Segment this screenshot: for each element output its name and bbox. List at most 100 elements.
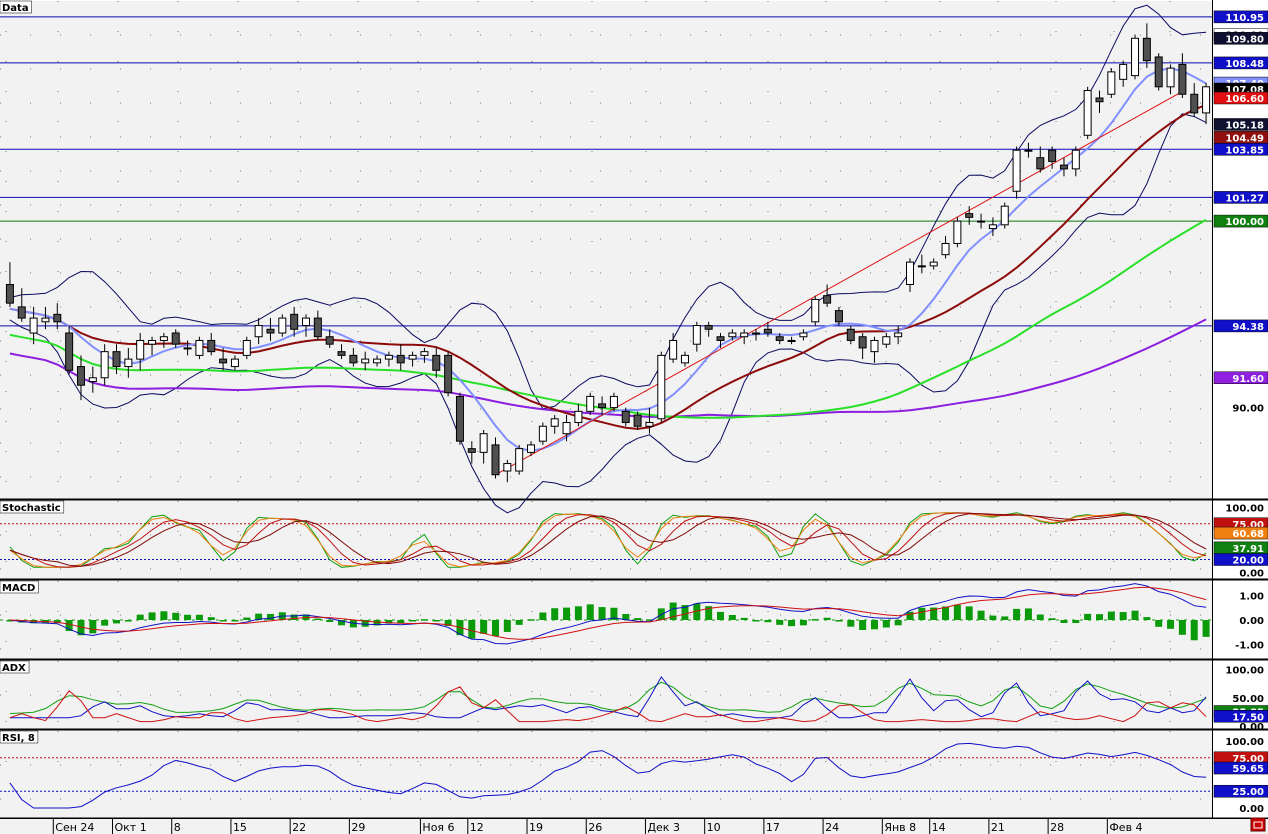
macd-histogram-bar <box>266 613 274 620</box>
candle-body <box>1012 149 1021 192</box>
macd-panel-title-box <box>0 580 39 594</box>
candle-body <box>669 339 678 360</box>
rsi-y-tick-label: 100.00 <box>1225 737 1264 748</box>
candle-body <box>633 414 642 427</box>
macd-histogram-bar <box>728 615 736 620</box>
rsi-value-tag <box>1213 784 1268 798</box>
candle-body <box>858 336 867 349</box>
value-tags[interactable]: 110.95110.00109.80108.48107.40107.08106.… <box>1213 10 1268 798</box>
x-axis-label: 8 <box>174 821 181 834</box>
macd-histogram-bar <box>30 620 38 624</box>
candle-body <box>183 347 192 350</box>
candle-body <box>740 332 749 338</box>
candle-body <box>1178 63 1187 95</box>
candle-body <box>41 317 50 323</box>
candle-body <box>574 410 583 424</box>
candle-body <box>420 351 429 356</box>
macd-histogram-bar <box>1095 614 1103 620</box>
adx-panel <box>0 661 1212 729</box>
candle-body <box>1131 37 1140 77</box>
candle-body <box>752 332 761 335</box>
candle-body <box>598 403 607 409</box>
macd-histogram-bar <box>6 620 14 622</box>
x-axis-label: 21 <box>991 821 1005 834</box>
macd-histogram-bar <box>788 620 796 627</box>
candle-body <box>266 328 275 334</box>
price-value-tag-label: 107.08 <box>1225 85 1264 96</box>
candle-body <box>503 463 512 472</box>
rsi-value-tag-label: 75.00 <box>1232 754 1264 765</box>
candle-body <box>692 325 701 345</box>
macd-histogram-bar <box>527 619 535 621</box>
candle-body <box>1000 205 1009 226</box>
macd-histogram-bar <box>811 619 819 621</box>
macd-histogram-bar <box>1084 613 1092 620</box>
candle-body <box>1083 90 1092 136</box>
stochastic-value-tag-label: 20.00 <box>1232 556 1264 567</box>
price-value-tag-label: 101.27 <box>1225 193 1264 204</box>
candle-body <box>290 313 299 330</box>
candle-body <box>396 354 405 364</box>
price-value-tag-label: 109.80 <box>1225 34 1264 45</box>
adx-green-line <box>9 681 1207 714</box>
panel-titles: Data Stochastic MACD ADX RSI, 8 <box>0 0 65 744</box>
x-axis-label: Окт 1 <box>115 821 147 834</box>
candle-body <box>491 444 500 476</box>
macd-histogram-bar <box>764 620 772 623</box>
candle-body <box>219 358 228 364</box>
close-icon[interactable] <box>1250 817 1266 832</box>
macd-histogram-bar <box>598 607 606 620</box>
macd-histogram-bar <box>859 620 867 630</box>
macd-histogram-bar <box>551 608 559 620</box>
x-axis-label: Фев 4 <box>1109 821 1142 834</box>
stochastic-y-tick-label: 100.00 <box>1225 504 1264 515</box>
candle-body <box>455 395 464 442</box>
macd-histogram-bar <box>207 617 215 620</box>
price-y-tick-label: 90.00 <box>1232 404 1264 415</box>
macd-histogram-bar <box>468 620 476 639</box>
macd-histogram-bar <box>231 620 239 622</box>
candle-body <box>444 354 453 394</box>
rsi-axis-area <box>1212 731 1268 818</box>
bollinger-upper-line <box>9 4 1207 410</box>
candle-body <box>894 332 903 338</box>
macd-histogram-bar <box>894 620 902 626</box>
candle-body <box>882 336 891 345</box>
macd-histogram-bar <box>409 620 417 622</box>
x-axis-label: Ноя 6 <box>422 821 454 834</box>
price-value-tag-label: 105.18 <box>1225 120 1264 131</box>
adx-plus-di-blue-line <box>9 676 1207 719</box>
macd-histogram-bar <box>1178 620 1186 635</box>
macd-histogram-bar <box>906 611 914 620</box>
candle-body <box>337 351 346 356</box>
candle-body <box>965 213 974 218</box>
candle-body <box>1166 67 1175 88</box>
candle-body <box>823 295 832 304</box>
adx-y-tick-label: 50.00 <box>1232 694 1264 705</box>
macd-panel-title: MACD <box>2 583 35 594</box>
macd-histogram-bar <box>444 620 452 626</box>
adx-value-tag <box>1213 710 1268 723</box>
price-panel-title: Data <box>2 3 29 14</box>
macd-histogram-bar <box>977 610 985 620</box>
macd-histogram-bar <box>148 612 156 620</box>
macd-histogram-bar <box>622 614 630 620</box>
macd-y-tick-label: 1.00 <box>1239 592 1264 603</box>
candle-body <box>17 306 26 319</box>
candle-body <box>716 336 725 341</box>
macd-histogram-bar <box>645 619 653 621</box>
macd-histogram-bar <box>870 620 878 630</box>
stochastic-darkred-line <box>9 513 1207 567</box>
macd-histogram-bar <box>610 607 618 620</box>
time-axis-bar <box>0 819 1268 834</box>
candle-body <box>870 339 879 353</box>
macd-histogram-bar <box>101 620 109 626</box>
candle-body <box>373 358 382 364</box>
stochastic-panel-title-box <box>0 500 65 514</box>
candle-body <box>562 422 571 435</box>
candle-body <box>704 325 713 330</box>
candle-body <box>834 310 843 323</box>
price-value-tag-label: 91.60 <box>1232 374 1264 385</box>
candle-body <box>538 425 547 442</box>
candle-body <box>278 317 287 334</box>
